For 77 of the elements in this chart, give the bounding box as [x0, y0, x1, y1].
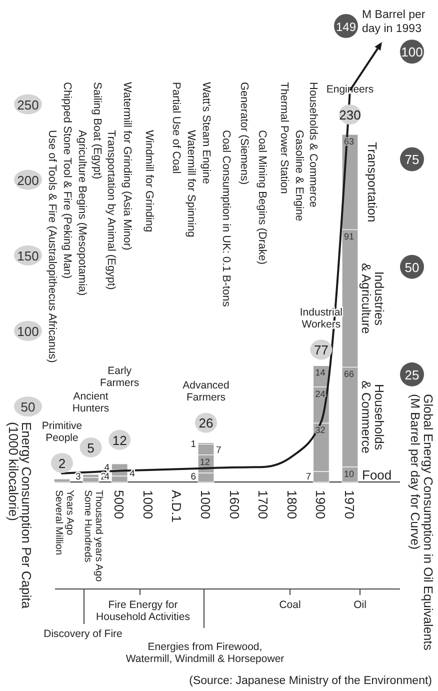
x-tick-label: 1900	[313, 490, 328, 519]
y2-tick-label: 50	[404, 260, 420, 275]
text: Oil	[354, 599, 366, 611]
annotation: M Barrel per day in 1993	[362, 9, 426, 35]
data-label: 4	[104, 462, 110, 474]
y2-tick-label: 100	[401, 44, 423, 60]
annotation: Watt's Steam Engine	[200, 82, 212, 184]
annotation: Primitive People	[42, 420, 82, 444]
bar	[54, 478, 70, 482]
x-tick-label: A.D.1	[169, 490, 184, 523]
annotation: Agriculture Begins (Mesopotamia)	[76, 130, 88, 296]
y-tick-label: 50	[20, 399, 36, 414]
y2-tick-label: 75	[404, 152, 420, 168]
annotation: Thermal Power Station	[278, 82, 290, 194]
data-label: 14	[315, 368, 326, 378]
x-tick-label: 1600	[226, 490, 242, 519]
text: Industries & Agriculture	[359, 262, 386, 334]
annotation: Coal Mining Begins (Drake)	[256, 130, 268, 264]
annotation: Advanced Farmers	[182, 380, 230, 404]
annotation: Sailing Boat (Egypt)	[91, 82, 103, 180]
data-label: 7	[216, 445, 222, 456]
data-label: 66	[344, 369, 354, 380]
total-label: 26	[198, 416, 214, 431]
text: Coal	[279, 599, 301, 611]
annotation: Partial Use of Coal	[170, 82, 182, 174]
annotation: Transportation by Animal (Egypt)	[105, 130, 117, 290]
data-label: 4	[130, 468, 135, 480]
y-tick-label: 100	[17, 324, 39, 339]
annotation: Coal Consumption in UK: 0.1 B-tons	[220, 130, 232, 308]
y-tick-label: 200	[17, 172, 39, 188]
y-axis-title: Energy Consumption Per Capita (1000 kilocalorie)	[6, 422, 34, 610]
total-label: 77	[314, 342, 328, 358]
annotation: Chipped Stone Tool & Fire (Peking Man)	[61, 82, 73, 279]
text: Energies from Firewood, Watermill, Windmill & Horsepower	[126, 641, 285, 665]
annotation: Gasoline & Engine	[293, 130, 305, 222]
data-label: 6	[190, 472, 196, 482]
y2-tick-label: 25	[404, 367, 420, 382]
y-tick-label: 250	[17, 97, 39, 112]
data-label: 1	[190, 438, 196, 450]
annotation: Early Farmers	[100, 364, 140, 389]
annotation: Ancient Hunters	[72, 390, 110, 414]
text: Transportation	[365, 142, 379, 222]
data-label: 12	[200, 456, 210, 467]
text: Discovery of Fire	[44, 628, 123, 640]
total-label: 230	[339, 107, 361, 122]
data-label: 4	[104, 472, 110, 482]
data-label: 3	[76, 472, 81, 482]
x-tick-label: 1800	[284, 490, 300, 519]
annotation: Generator (Siemens)	[238, 82, 250, 185]
annotation: Windmill for Grinding	[143, 130, 155, 232]
total-label: 12	[112, 432, 127, 448]
y2-axis-title: Global Energy Consumption in Oil Equivalents (M Barrel per day for Curve)	[408, 394, 435, 650]
x-tick-label: 1970	[342, 490, 357, 519]
data-label: 10	[344, 468, 354, 479]
annotation: 149	[336, 20, 356, 34]
annotation: Watermill for Grinding (Asia Minor)	[121, 82, 133, 250]
x-tick-label: 5000	[112, 490, 127, 519]
total-label: 2	[58, 456, 66, 471]
text: Fire Energy for Household Activities	[96, 599, 190, 623]
data-label: 91	[344, 232, 354, 242]
data-label: 24	[315, 388, 326, 399]
x-tick-label: 1000	[140, 490, 156, 519]
data-label: 7	[306, 472, 312, 482]
x-tick-label: Some Hundreds Thousand years Ago	[82, 490, 104, 582]
x-tick-label: 1700	[256, 490, 271, 519]
total-label: 5	[87, 440, 94, 456]
bar	[111, 476, 128, 482]
annotation: Watermill for Spinning	[185, 130, 197, 238]
x-tick-label: Several Million Years Ago	[53, 490, 75, 556]
annotation: Use of Tools & Fire (Australopithecus Africanus)	[46, 130, 58, 363]
text: Households & Commerce	[359, 380, 386, 454]
annotation: Households & Commerce	[307, 82, 319, 208]
series-label: Food	[362, 467, 392, 482]
y-tick-label: 150	[17, 248, 39, 264]
text: (Source: Japanese Ministry of the Environment)	[189, 675, 432, 687]
bar	[111, 464, 128, 470]
x-tick-label: 1000	[198, 490, 213, 519]
